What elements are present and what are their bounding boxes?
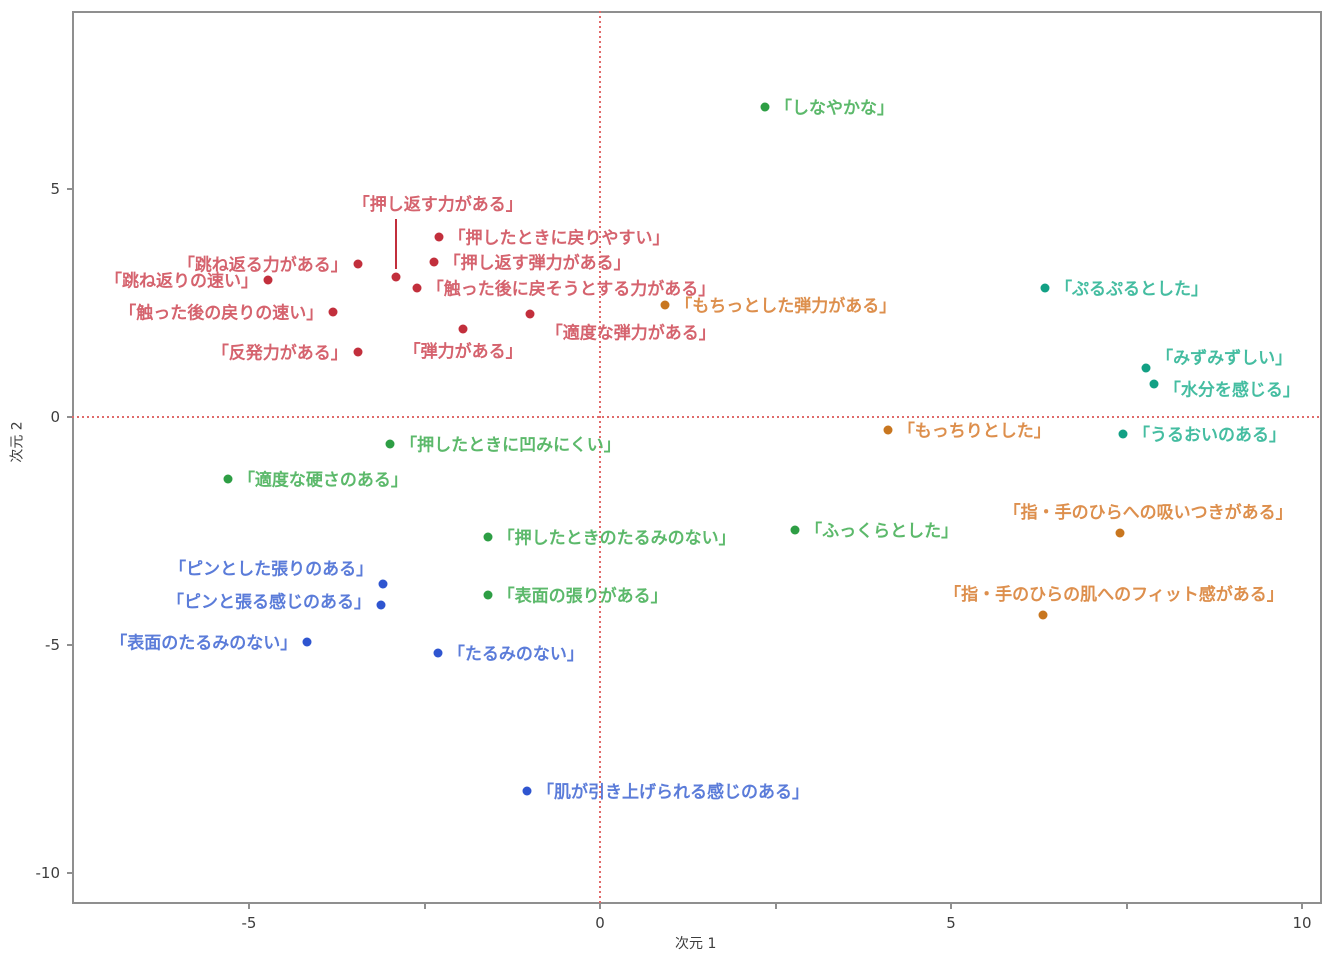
data-point (483, 532, 493, 542)
point-label: 「跳ね返りの速い」 (104, 271, 258, 292)
y-axis-tick (67, 188, 72, 190)
point-label: 「押し返す弾力がある」 (443, 253, 631, 274)
point-label: 「ピンとした張りのある」 (169, 559, 374, 580)
data-point (790, 525, 800, 535)
point-label: 「適度な弾力がある」 (545, 323, 716, 344)
data-point (458, 324, 468, 334)
point-label: 「うるおいのある」 (1132, 425, 1286, 446)
data-point (1141, 363, 1151, 373)
y-axis-tick (67, 416, 72, 418)
data-point (385, 439, 395, 449)
data-point (1038, 610, 1048, 620)
point-label: 「ぷるぷるとした」 (1055, 279, 1209, 300)
x-axis-tick (423, 904, 426, 909)
y-axis-title: 次元 2 (9, 421, 26, 463)
point-label: 「肌が引き上げられる感じのある」 (536, 782, 809, 803)
data-point (353, 259, 363, 269)
point-label: 「指・手のひらの肌へのフィット感がある」 (944, 584, 1284, 605)
data-point (378, 579, 388, 589)
x-axis-tick (1125, 904, 1128, 909)
data-point (1149, 379, 1159, 389)
y-axis-tick (67, 644, 72, 646)
y-axis-tick (67, 872, 72, 874)
data-point (660, 300, 670, 310)
x-axis-tick (1301, 904, 1303, 909)
data-point (353, 347, 363, 357)
label-leader-line (394, 219, 397, 269)
point-label: 「適度な硬さのある」 (237, 470, 408, 491)
point-label: 「押したときのたるみのない」 (497, 528, 736, 549)
point-label: 「押し返す力がある」 (352, 195, 523, 215)
x-axis-title: 次元 1 (675, 936, 717, 952)
data-point (223, 474, 233, 484)
zero-line-horizontal (72, 416, 1322, 418)
data-point (263, 275, 273, 285)
point-label: 「水分を感じる」 (1163, 380, 1300, 401)
point-label: 「ふっくらとした」 (805, 521, 959, 542)
point-label: 「もちっとした弾力がある」 (675, 296, 897, 317)
data-point (1040, 283, 1050, 293)
point-label: 「触った後の戻りの速い」 (119, 303, 324, 324)
x-axis-tick (950, 904, 952, 909)
point-label: 「触った後に戻そうとする力がある」 (426, 279, 716, 300)
y-tick-label: -10 (35, 864, 61, 882)
data-point (328, 307, 338, 317)
data-point (1118, 429, 1128, 439)
data-point (483, 590, 493, 600)
data-point (434, 232, 444, 242)
x-tick-label: 10 (1292, 914, 1312, 932)
point-label: 「ピンと張る感じのある」 (166, 592, 371, 613)
data-point (525, 309, 535, 319)
point-label: 「表面の張りがある」 (497, 586, 668, 607)
point-label: 「みずみずしい」 (1156, 348, 1293, 369)
plot-area-border (72, 11, 1322, 904)
y-tick-label: 5 (50, 180, 60, 198)
x-tick-label: 0 (595, 914, 605, 932)
x-axis-tick (774, 904, 777, 909)
x-axis-tick (599, 904, 601, 909)
point-label: 「弾力がある」 (403, 341, 523, 362)
y-tick-label: 0 (50, 408, 60, 426)
point-label: 「押したときに凹みにくい」 (400, 435, 621, 456)
data-point (391, 272, 401, 282)
data-point (522, 786, 532, 796)
point-label: 「表面のたるみのない」 (110, 633, 298, 654)
point-label: 「指・手のひらへの吸いつきがある」 (1003, 502, 1293, 523)
point-label: 「押したときに戻りやすい」 (448, 228, 670, 249)
point-label: 「もっちりとした」 (897, 421, 1051, 442)
data-point (302, 637, 312, 647)
data-point (412, 283, 422, 293)
x-tick-label: 5 (946, 914, 956, 932)
data-point (883, 425, 893, 435)
point-label: 「反発力がある」 (211, 343, 348, 364)
data-point (376, 600, 386, 610)
point-label: 「たるみのない」 (447, 644, 584, 665)
x-tick-label: -5 (241, 914, 257, 932)
data-point (760, 102, 770, 112)
data-point (1115, 528, 1125, 538)
data-point (433, 648, 443, 658)
zero-line-vertical (599, 11, 601, 904)
point-label: 「跳ね返る力がある」 (177, 255, 348, 276)
x-axis-tick (248, 904, 250, 909)
point-label: 「しなやかな」 (774, 98, 894, 119)
data-point (429, 257, 439, 267)
y-tick-label: -5 (45, 636, 60, 654)
